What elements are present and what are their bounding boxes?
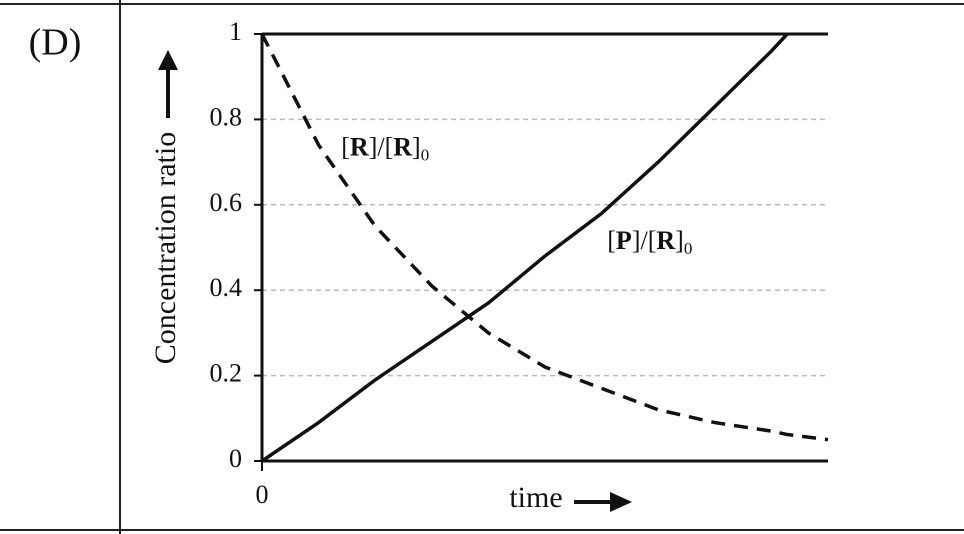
y-tick-label: 0 (229, 444, 242, 473)
series-line (260, 33, 829, 442)
annotation-part: R (393, 132, 412, 161)
panel-label: (D) (29, 22, 82, 64)
annotation-part: P (616, 226, 632, 255)
series-line (261, 32, 789, 463)
x-axis-label: time (509, 481, 562, 514)
y-tick-label: 0.8 (210, 102, 243, 131)
y-tick-label: 1 (229, 17, 242, 46)
annotation-part: ] (675, 226, 684, 255)
annotation-part: R (350, 132, 369, 161)
annotation-part: [ (341, 132, 350, 161)
annotation-part: R (656, 226, 675, 255)
annotation-part: ]/[ (369, 132, 394, 161)
annotation: [R]/[R]0 (341, 132, 429, 164)
annotation-part: 0 (421, 145, 430, 164)
x-tick-label: 0 (256, 480, 269, 509)
annotation-part: ] (412, 132, 421, 161)
y-tick-label: 0.2 (210, 359, 243, 388)
annotation-part: ]/[ (632, 226, 657, 255)
y-tick-label: 0.6 (210, 188, 243, 217)
y-axis-label: Concentration ratio (149, 132, 182, 364)
y-arrow (158, 50, 178, 118)
annotation-part: [ (607, 226, 616, 255)
y-tick-label: 0.4 (210, 273, 243, 302)
x-arrow (574, 492, 632, 512)
annotation: [P]/[R]0 (607, 226, 692, 258)
annotation-part: 0 (684, 239, 693, 258)
